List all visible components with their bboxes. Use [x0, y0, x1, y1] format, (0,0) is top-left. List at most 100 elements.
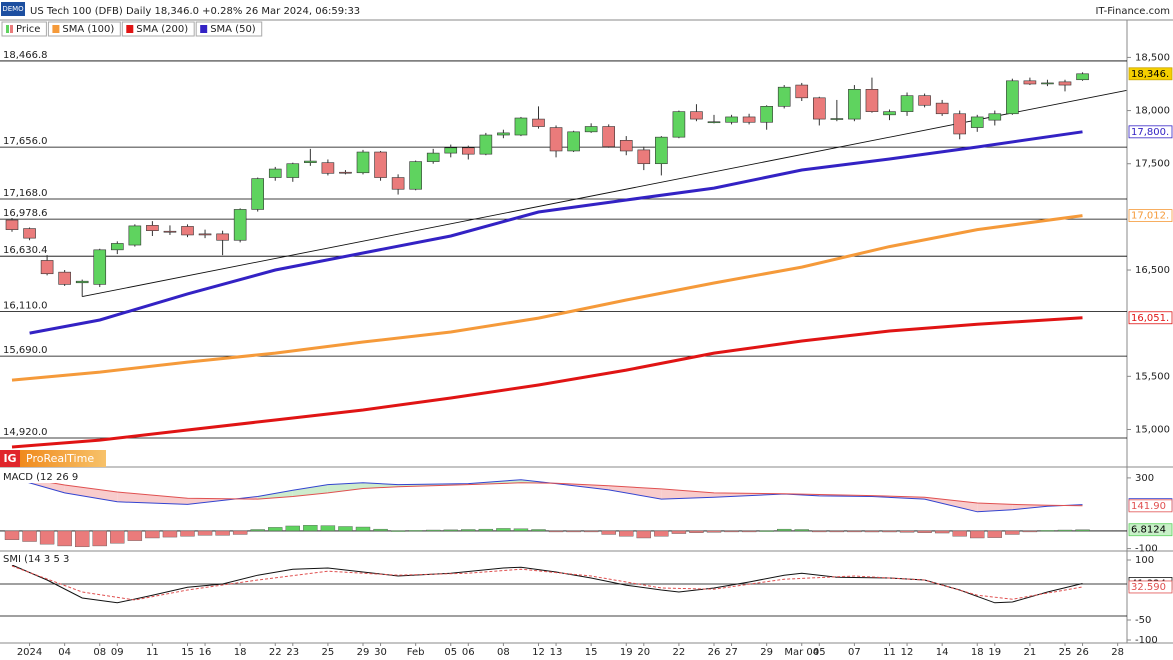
last-value-box [1128, 125, 1173, 139]
x-tick-label: 25 [1059, 647, 1072, 658]
x-tick-label: 15 [585, 647, 598, 658]
x-tick-label: 04 [58, 647, 71, 658]
panel-title-bg [1, 553, 77, 565]
histogram-bar [1005, 530, 1020, 535]
candle-body [777, 86, 791, 107]
x-tick-label: 20 [637, 647, 650, 658]
candle-body [672, 111, 686, 138]
candle-body [233, 209, 247, 241]
level-label: 18,466.8 [3, 50, 48, 61]
level-label-bg [1, 207, 43, 219]
macd-fill [608, 485, 662, 500]
histogram-bar [794, 529, 809, 532]
candle-body [935, 102, 949, 115]
candle-body [93, 249, 107, 285]
last-value-label: 18,346. [1131, 69, 1169, 80]
level-label: 16,978.6 [3, 208, 48, 219]
candle-body [1006, 80, 1019, 115]
x-tick-label: 21 [1024, 647, 1037, 658]
candle-body [391, 177, 405, 190]
x-tick-label: 22 [673, 647, 686, 658]
legend-item [1, 21, 47, 37]
histogram-bar [917, 530, 932, 533]
y-tick-label: 18,500 [1135, 52, 1170, 63]
y-tick-label: 100 [1135, 555, 1154, 566]
x-tick-label: 09 [111, 647, 124, 658]
histogram-bar [706, 530, 722, 533]
histogram-bar [583, 530, 599, 533]
histogram-bar [110, 530, 125, 544]
histogram-bar [987, 530, 1002, 538]
candle-body [181, 226, 194, 236]
logo-name: ProRealTime [26, 452, 94, 465]
candle-body [426, 152, 440, 162]
x-tick-label: 05 [444, 647, 457, 658]
candle-body [795, 84, 809, 99]
logo-mark-bg [0, 450, 20, 467]
candle-body [567, 131, 580, 152]
x-tick-label: 08 [93, 647, 106, 658]
histogram-bar [636, 530, 651, 539]
histogram-bar [671, 530, 687, 534]
histogram-bar [338, 526, 353, 532]
last-value-label: 17,012. [1131, 211, 1169, 222]
x-tick-label: 28 [1111, 647, 1124, 658]
x-tick-label: 14 [936, 647, 949, 658]
candle-body [549, 127, 563, 152]
candle-body [883, 111, 896, 116]
histogram-bar [197, 530, 213, 536]
candle-body [1058, 81, 1072, 86]
level-label-bg [1, 425, 43, 437]
x-tick-label: 05 [813, 647, 826, 658]
histogram-bar [724, 530, 739, 533]
level-label: 16,110.0 [3, 300, 48, 311]
candle-body [1076, 73, 1089, 81]
histogram-bar [127, 530, 143, 541]
x-tick-label: 11 [146, 647, 159, 658]
histogram-bar [531, 529, 546, 532]
chart-title: US Tech 100 (DFB) Daily 18,346.0 +0.28% … [30, 6, 360, 17]
candle-body [374, 151, 387, 178]
level-label: 15,690.0 [3, 345, 48, 356]
candle-body [725, 116, 738, 123]
histogram-bar [741, 530, 757, 533]
histogram-bar [355, 526, 371, 532]
histogram-bar [899, 530, 915, 533]
x-tick-label: Feb [407, 647, 425, 658]
candle-body [655, 136, 668, 165]
histogram-bar [829, 530, 845, 533]
x-tick-label: 13 [550, 647, 563, 658]
histogram-bar [4, 530, 20, 540]
candle-body [75, 280, 89, 284]
y-tick-label: 300 [1135, 473, 1154, 484]
last-value-label: 141.90 [1131, 501, 1166, 512]
candle-body [286, 163, 300, 178]
candle-body [900, 95, 914, 112]
histogram-bar [250, 529, 265, 532]
x-tick-label: 08 [497, 647, 510, 658]
x-tick-label: 15 [181, 647, 194, 658]
panel-title: SMI (14 3 5 3 [3, 554, 69, 565]
histogram-bar [847, 530, 862, 533]
histogram-bar [934, 530, 950, 534]
histogram-bar [268, 527, 283, 532]
x-tick-label: 16 [199, 647, 212, 658]
histogram-bar [1057, 529, 1073, 532]
candle-body [970, 116, 984, 128]
histogram-bar [654, 530, 669, 537]
macd-fill [64, 484, 118, 502]
x-tick-label: 07 [848, 647, 861, 658]
histogram-bar [39, 530, 55, 545]
x-tick-label: 18 [971, 647, 984, 658]
last-value-label: 17,800. [1131, 127, 1169, 138]
candle-body [532, 118, 545, 127]
histogram-bar [478, 528, 494, 532]
last-value-label: 6.8124 [1131, 525, 1166, 536]
candle-body [1041, 82, 1054, 85]
x-tick-label: 11 [883, 647, 896, 658]
histogram-bar [426, 529, 441, 532]
candle-body [356, 151, 370, 174]
candle-body [128, 225, 142, 246]
